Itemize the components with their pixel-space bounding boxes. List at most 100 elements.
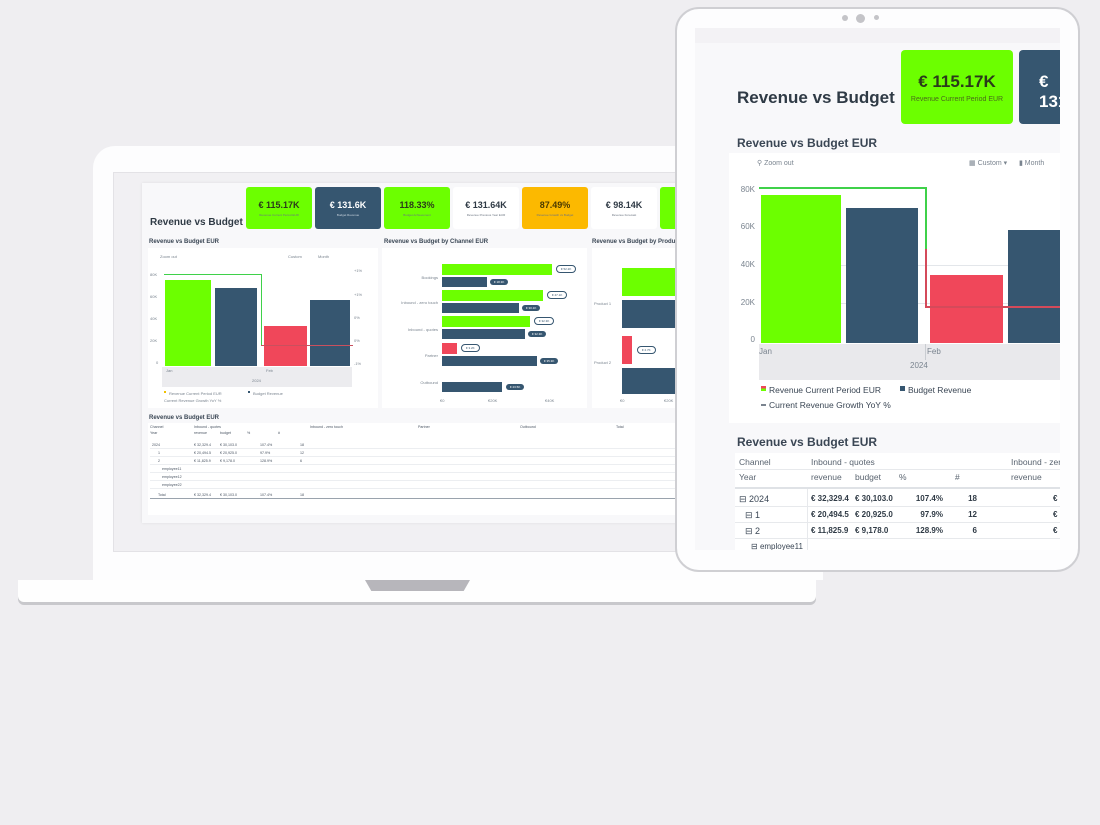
bar-channel-revenue[interactable] <box>442 343 457 354</box>
kpi-value: € 131.6K <box>329 200 367 210</box>
bar-channel-budget[interactable] <box>442 329 525 339</box>
zoom-out-button[interactable]: ⚲ Zoom out <box>757 160 794 167</box>
y-tick: 20K <box>740 298 755 307</box>
revenue-chart-panel: ⚲ Zoom out ▦ Custom ▾ ▮ Month 80K 60K 40… <box>729 153 1060 423</box>
table-row[interactable]: ⊟ 2 € 11,825.9 € 9,178.0 128.9% 6 € <box>735 523 1060 539</box>
table-row[interactable]: employee11 <box>150 465 690 473</box>
bar-product-budget[interactable] <box>622 368 682 394</box>
kpi-card-revenue-growth[interactable]: 87.49% Revenue Growth vs Budget <box>522 187 588 229</box>
value-label: € 47.1K <box>547 291 568 299</box>
sub-header: budget <box>220 431 231 435</box>
period-dropdown[interactable]: Custom <box>288 254 302 259</box>
bar-channel-revenue[interactable] <box>442 290 543 301</box>
zoom-out-button[interactable]: Zoom out <box>160 254 177 259</box>
table-row[interactable]: employee12 <box>150 473 690 481</box>
x-label-jan: Jan <box>166 368 173 373</box>
bar-revenue-jan[interactable] <box>761 195 841 343</box>
kpi-card-revenue-previous-year[interactable]: € 131.64K Revenue Previous Year EUR <box>453 187 519 229</box>
x-tick: €40K <box>545 398 555 403</box>
bar-product-revenue[interactable] <box>622 336 632 364</box>
bar-product-budget[interactable] <box>622 300 682 328</box>
growth-line-drop <box>261 274 262 346</box>
table-row[interactable]: 2 € 11,825.9 € 9,178.0 128.9% 6 <box>150 457 690 465</box>
kpi-card-budget-revenue[interactable]: € 131.6K <box>1019 50 1060 124</box>
calendar-icon: ▦ <box>969 160 978 167</box>
legend-growth[interactable]: Current Revenue Growth YoY % <box>761 400 891 410</box>
channel-chart-title: Revenue vs Budget by Channel EUR <box>384 239 489 245</box>
x-group-label: 2024 <box>252 378 261 383</box>
revenue-table: Channel Inbound - quotes Inbound - zero … <box>735 453 1060 550</box>
growth-line-feb <box>925 306 1060 308</box>
channel-group-header: Partner <box>418 425 430 429</box>
bar-channel-budget[interactable] <box>442 303 519 313</box>
tablet-sensor-icon <box>842 15 848 21</box>
legend-line-icon <box>761 404 766 406</box>
table-row[interactable]: 1 € 20,494.5 € 20,925.0 97.9% 12 <box>150 449 690 457</box>
channel-group-header: Inbound - quotes <box>194 425 221 429</box>
y2-tick: 0% <box>354 315 360 320</box>
legend-budget[interactable]: Budget Revenue <box>900 385 971 395</box>
bar-revenue-feb[interactable] <box>930 275 1003 343</box>
bar-revenue-jan[interactable] <box>165 280 211 366</box>
channel-label: Bookings <box>421 275 438 280</box>
bar-budget-jan[interactable] <box>215 288 257 366</box>
kpi-label: Budget Achievement <box>403 213 431 217</box>
revenue-chart-title: Revenue vs Budget EUR <box>149 239 220 245</box>
kpi-label: Budget Revenue <box>336 213 360 217</box>
bar-channel-budget[interactable] <box>442 382 502 392</box>
channel-group-header: Total <box>616 425 624 429</box>
value-label: € 18.3K <box>490 279 509 285</box>
product-label: Product 1 <box>594 301 612 306</box>
collapse-icon: ⊟ 2024 <box>739 494 770 504</box>
table-row[interactable]: 2024 € 32,329.4 € 30,103.0 107.4% 18 <box>150 441 690 449</box>
kpi-card-revenue-forecast[interactable]: € 98.14K Revenue Forecast <box>591 187 657 229</box>
kpi-card-revenue-current[interactable]: € 115.17K Revenue Current Period EUR <box>901 50 1013 124</box>
kpi-card-budget-achievement[interactable]: 118.33% Budget Achievement <box>384 187 450 229</box>
bar-channel-revenue[interactable] <box>442 264 552 275</box>
bar-channel-budget[interactable] <box>442 277 487 287</box>
bar-channel-budget[interactable] <box>442 356 537 366</box>
kpi-card-revenue-current[interactable]: € 115.17K Revenue Current Period EUR <box>246 187 312 229</box>
period-dropdown[interactable]: ▦ Custom ▾ <box>969 160 1008 167</box>
column-header: Channel <box>150 425 164 429</box>
legend-revenue[interactable]: Revenue Current Period EUR <box>164 391 222 396</box>
value-label: € 2.7K <box>637 346 656 354</box>
y-tick: 80K <box>150 272 158 277</box>
table-row[interactable]: ⊟ 1 € 20,494.5 € 20,925.0 97.9% 12 € <box>735 507 1060 523</box>
bar-channel-revenue[interactable] <box>442 316 530 327</box>
bar-product-revenue[interactable] <box>622 268 682 296</box>
x-label-feb: Feb <box>266 368 273 373</box>
channel-label: Partner <box>424 353 438 358</box>
growth-line-drop-red <box>925 249 927 307</box>
x-group-label: 2024 <box>910 361 928 370</box>
table-row[interactable]: ⊟ employee11 <box>751 542 803 550</box>
channel-group-header: Inbound - zero touch <box>1011 457 1060 467</box>
table-row[interactable]: employee22 <box>150 481 690 489</box>
granularity-dropdown[interactable]: ▮ Month <box>1019 160 1045 167</box>
value-label: € 30.1K <box>522 305 541 311</box>
granularity-dropdown[interactable]: Month <box>318 254 330 259</box>
legend-revenue[interactable]: Revenue Current Period EUR <box>761 385 881 395</box>
bar-revenue-feb[interactable] <box>264 326 307 366</box>
bar-budget-jan[interactable] <box>846 208 918 343</box>
y-tick: 60K <box>740 222 755 231</box>
bar-budget-feb[interactable] <box>1008 230 1060 343</box>
laptop-base <box>18 580 816 602</box>
x-tick: €0 <box>440 398 445 403</box>
value-label: € 32.3K <box>528 331 547 337</box>
y-tick: 0 <box>156 360 159 365</box>
y-tick: 80K <box>740 185 755 194</box>
tablet-camera-icon <box>856 14 865 23</box>
kpi-card-budget-revenue[interactable]: € 131.6K Budget Revenue <box>315 187 381 229</box>
table-title: Revenue vs Budget EUR <box>149 415 220 421</box>
table-row[interactable]: ⊟ 2024 € 32,329.4 € 30,103.0 107.4% 18 € <box>735 491 1060 507</box>
x-tick: €20K <box>664 398 674 403</box>
legend-growth[interactable]: Current Revenue Growth YoY % <box>164 398 222 403</box>
x-axis-band <box>162 367 352 387</box>
legend-budget[interactable]: Budget Revenue <box>248 391 283 396</box>
bar-chart-icon: ▮ <box>1019 160 1025 167</box>
kpi-label: Revenue Current Period EUR <box>910 96 1004 103</box>
legend-swatch-icon <box>900 386 905 391</box>
bar-budget-feb[interactable] <box>310 300 350 366</box>
sub-header: revenue <box>194 431 207 435</box>
